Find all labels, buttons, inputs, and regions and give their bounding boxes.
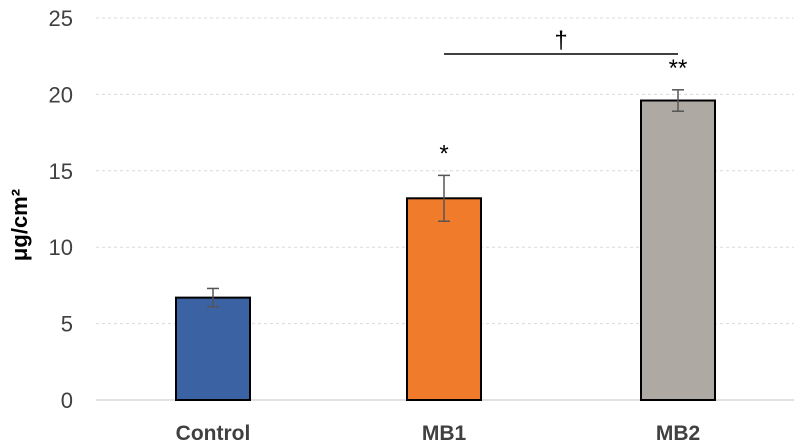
- x-tick-label-1: MB1: [422, 422, 467, 445]
- significance-label-1: *: [439, 140, 448, 167]
- bars: [175, 89, 716, 402]
- y-axis-ticks: 0 5 10 15 20 25: [49, 6, 73, 413]
- bar-control: [175, 296, 251, 401]
- y-tick-label-1: 5: [61, 312, 73, 337]
- y-tick-label-5: 25: [49, 6, 73, 31]
- x-axis-ticks: Control MB1 MB2: [176, 422, 701, 445]
- y-axis-label: μg/cm²: [7, 189, 32, 261]
- y-tick-label-4: 20: [49, 82, 73, 107]
- y-tick-label-0: 0: [61, 388, 73, 413]
- bar-mb1: [406, 197, 482, 401]
- annotations: ***†: [439, 27, 687, 167]
- x-tick-label-0: Control: [176, 422, 251, 445]
- y-tick-label-2: 10: [49, 235, 73, 260]
- bar-mb2: [640, 99, 716, 402]
- comparison-bracket-label: †: [554, 27, 567, 54]
- x-tick-label-2: MB2: [656, 422, 700, 445]
- significance-label-2: **: [669, 55, 688, 82]
- y-tick-label-3: 15: [49, 159, 73, 184]
